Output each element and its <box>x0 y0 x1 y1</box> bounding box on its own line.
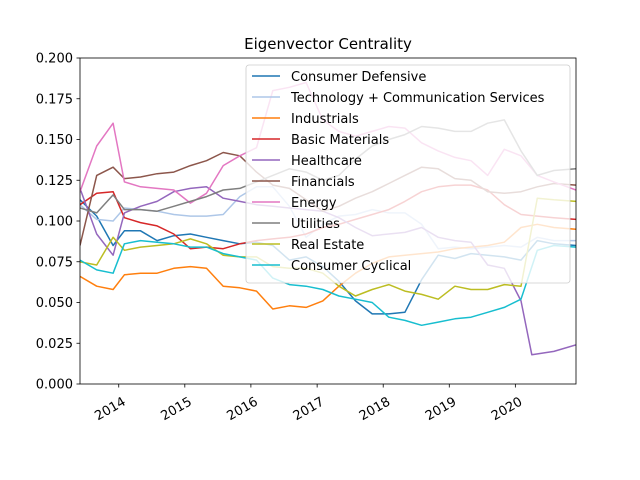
y-tick-label: 0.025 <box>36 337 73 352</box>
legend-label: Financials <box>291 175 355 190</box>
legend-box <box>245 64 571 284</box>
y-tick-label: 0.200 <box>36 52 73 67</box>
legend-label: Energy <box>291 196 337 211</box>
y-tick-label: 0.000 <box>36 378 73 393</box>
chart-title: Eigenvector Centrality <box>244 35 412 53</box>
legend-label: Industrials <box>291 112 359 127</box>
y-tick-label: 0.075 <box>36 255 73 270</box>
y-tick-label: 0.100 <box>36 215 73 230</box>
y-tick-label: 0.175 <box>36 92 73 107</box>
legend-label: Healthcare <box>291 154 362 169</box>
legend-label: Real Estate <box>291 238 364 253</box>
legend-label: Technology + Communication Services <box>290 91 545 106</box>
legend-label: Consumer Cyclical <box>291 259 411 274</box>
series-line-9 <box>80 239 576 327</box>
y-tick-label: 0.125 <box>36 174 73 189</box>
legend-label: Basic Materials <box>291 133 389 148</box>
axes: 0.000 0.025 0.050 0.075 0.100 0.125 0.150 0.175… <box>36 52 577 424</box>
legend-label: Consumer Defensive <box>291 70 426 85</box>
y-tick-label: 0.150 <box>36 133 73 148</box>
y-tick-label: 0.050 <box>36 296 73 311</box>
legend: Consumer Defensive Technology + Communica… <box>245 64 571 284</box>
legend-label: Utilities <box>291 217 340 232</box>
